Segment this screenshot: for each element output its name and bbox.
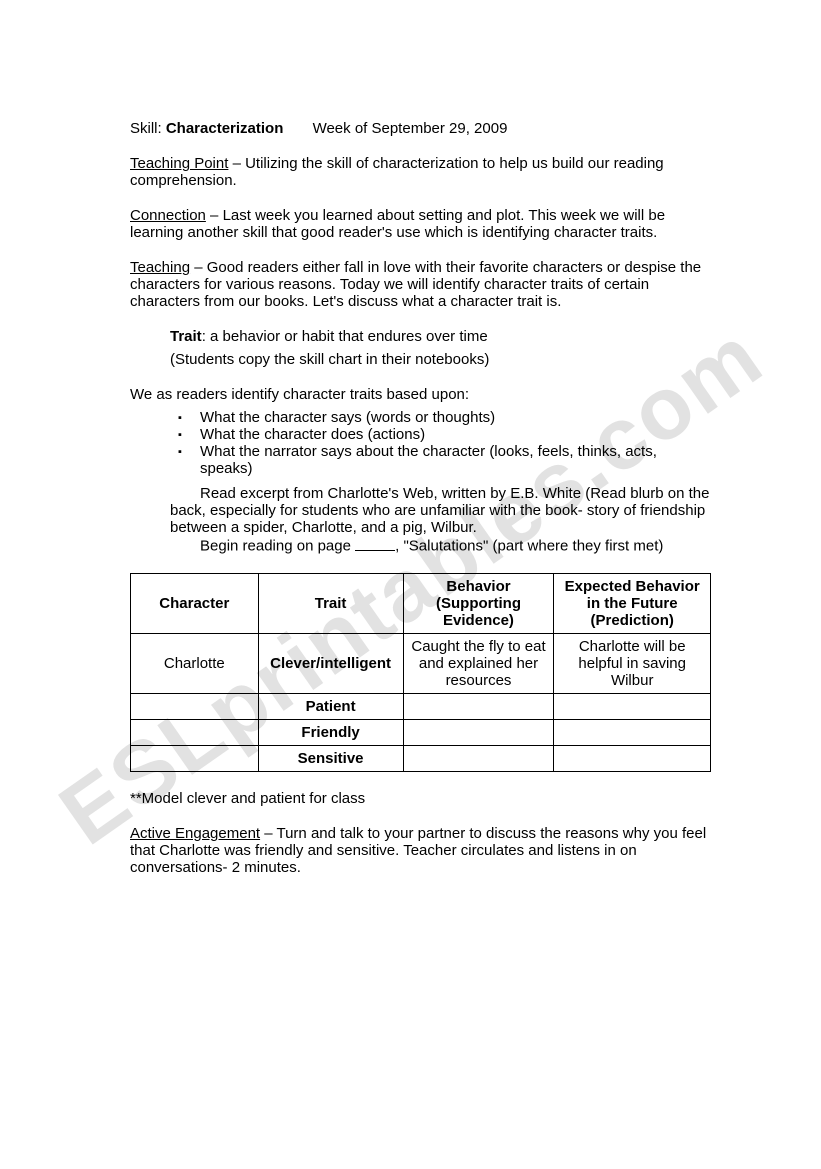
cell-trait: Friendly (258, 719, 403, 745)
trait-text: : a behavior or habit that endures over … (202, 328, 488, 345)
teaching-body: – Good readers either fall in love with … (130, 259, 701, 310)
th-character: Character (131, 573, 259, 633)
skill-value: Characterization (166, 120, 284, 137)
cell-character (131, 745, 259, 771)
teaching-section: Teaching – Good readers either fall in l… (130, 259, 711, 310)
cell-prediction (554, 719, 711, 745)
teaching-point-section: Teaching Point – Utilizing the skill of … (130, 155, 711, 189)
cell-behavior: Caught the fly to eat and explained her … (403, 633, 554, 693)
trait-note: (Students copy the skill chart in their … (170, 351, 711, 368)
model-note: **Model clever and patient for class (130, 790, 711, 807)
connection-heading: Connection (130, 207, 206, 224)
cell-behavior (403, 719, 554, 745)
bullets-list: What the character says (words or though… (130, 409, 711, 477)
table-header-row: Character Trait Behavior (Supporting Evi… (131, 573, 711, 633)
table-row: Sensitive (131, 745, 711, 771)
blank-line (355, 536, 395, 551)
th-prediction: Expected Behavior in the Future (Predict… (554, 573, 711, 633)
table-row: Charlotte Clever/intelligent Caught the … (131, 633, 711, 693)
character-table: Character Trait Behavior (Supporting Evi… (130, 573, 711, 772)
cell-prediction (554, 693, 711, 719)
cell-character (131, 693, 259, 719)
table-row: Patient (131, 693, 711, 719)
document-page: Skill: Characterization Week of Septembe… (0, 0, 821, 934)
excerpt-p2: Begin reading on page , "Salutations" (p… (130, 536, 711, 555)
cell-character: Charlotte (131, 633, 259, 693)
excerpt-section: Read excerpt from Charlotte's Web, writt… (130, 485, 711, 555)
teaching-heading: Teaching (130, 259, 190, 276)
th-trait: Trait (258, 573, 403, 633)
table-row: Friendly (131, 719, 711, 745)
cell-prediction: Charlotte will be helpful in saving Wilb… (554, 633, 711, 693)
week-text: Week of September 29, 2009 (313, 120, 508, 137)
trait-definition: Trait: a behavior or habit that endures … (130, 328, 711, 368)
cell-behavior (403, 693, 554, 719)
trait-label: Trait (170, 328, 202, 345)
cell-prediction (554, 745, 711, 771)
cell-behavior (403, 745, 554, 771)
excerpt-p2a: Begin reading on page (200, 538, 355, 555)
teaching-point-heading: Teaching Point (130, 155, 228, 172)
cell-trait: Clever/intelligent (258, 633, 403, 693)
skill-label: Skill: (130, 120, 162, 137)
header-line: Skill: Characterization Week of Septembe… (130, 120, 711, 137)
active-engagement-heading: Active Engagement (130, 825, 260, 842)
excerpt-p1: Read excerpt from Charlotte's Web, writt… (130, 485, 711, 536)
list-item: What the character does (actions) (200, 426, 711, 443)
th-behavior: Behavior (Supporting Evidence) (403, 573, 554, 633)
active-engagement-section: Active Engagement – Turn and talk to you… (130, 825, 711, 876)
list-item: What the narrator says about the charact… (200, 443, 711, 477)
cell-trait: Patient (258, 693, 403, 719)
cell-character (131, 719, 259, 745)
list-item: What the character says (words or though… (200, 409, 711, 426)
identify-intro: We as readers identify character traits … (130, 386, 711, 403)
cell-trait: Sensitive (258, 745, 403, 771)
connection-section: Connection – Last week you learned about… (130, 207, 711, 241)
excerpt-p2b: , "Salutations" (part where they first m… (395, 538, 663, 555)
connection-body: – Last week you learned about setting an… (130, 207, 665, 241)
